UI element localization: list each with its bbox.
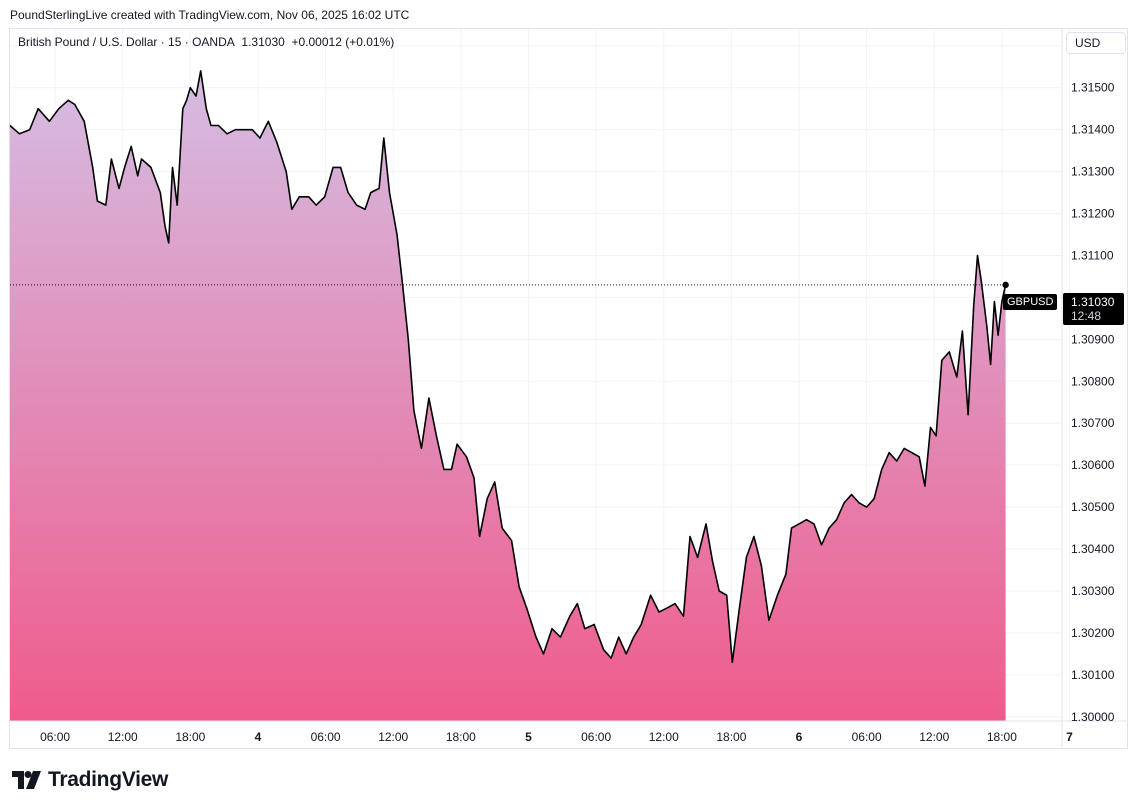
last-price-dot: [1002, 281, 1009, 289]
time-tick-label: 12:00: [649, 730, 679, 744]
time-tick-label: 5: [525, 730, 532, 744]
bar-countdown: 12:48: [1071, 309, 1102, 323]
time-tick-label: 4: [255, 730, 262, 744]
legend-last: 1.31030: [241, 35, 285, 49]
time-axis: 06:00 12:00 18:00 4 06:00 12:00 18:00 5 06:00 12:…: [40, 730, 1073, 744]
time-tick-label: 18:00: [175, 730, 205, 744]
time-tick-label: 12:00: [108, 730, 138, 744]
tradingview-logo[interactable]: TradingView: [12, 767, 168, 793]
price-tick-label: 1.31100: [1071, 248, 1114, 262]
currency-button[interactable]: USD: [1066, 32, 1126, 54]
chart-frame: [9, 28, 1128, 749]
price-tick-label: 1.31400: [1071, 123, 1115, 137]
time-tick-label: 7: [1066, 730, 1073, 744]
legend-title: British Pound / U.S. Dollar · 15 · OANDA: [18, 35, 235, 49]
time-tick-label: 6: [796, 730, 803, 744]
price-axis: 1.30000 1.30100 1.30200 1.30300 1.30400 1.305…: [1071, 39, 1115, 724]
price-tick-label: 1.30700: [1071, 416, 1115, 430]
time-tick-label: 12:00: [919, 730, 949, 744]
time-tick-label: 18:00: [716, 730, 746, 744]
time-tick-label: 06:00: [40, 730, 70, 744]
price-tick-label: 1.30600: [1071, 458, 1115, 472]
chart-credit: PoundSterlingLive created with TradingVi…: [10, 8, 410, 22]
time-tick-label: 18:00: [446, 730, 476, 744]
price-line: [9, 70, 1007, 664]
price-tick-label: 1.30400: [1071, 542, 1115, 556]
price-tick-label: 1.31500: [1071, 81, 1115, 95]
last-price-label: 1.31030 12:48: [1063, 293, 1124, 325]
last-price-value: 1.31030: [1071, 295, 1115, 309]
time-tick-label: 06:00: [852, 730, 882, 744]
tradingview-logo-icon: [12, 771, 41, 789]
price-tick-label: 1.30300: [1071, 584, 1115, 598]
price-tick-label: 1.30000: [1071, 710, 1115, 724]
legend-change: +0.00012 (+0.01%): [291, 35, 395, 49]
chart-legend: British Pound / U.S. Dollar · 15 · OANDA…: [18, 35, 394, 49]
time-tick-label: 18:00: [987, 730, 1017, 744]
symbol-label: GBPUSD: [1003, 294, 1058, 310]
price-tick-label: 1.30900: [1071, 332, 1115, 346]
price-area-fill: [10, 70, 1006, 721]
price-tick-label: 1.30100: [1071, 668, 1115, 682]
time-tick-label: 12:00: [378, 730, 408, 744]
price-tick-label: 1.30800: [1071, 374, 1115, 388]
price-tick-label: 1.30200: [1071, 626, 1115, 640]
tradingview-logo-text: TradingView: [48, 768, 169, 791]
price-tick-label: 1.30500: [1071, 500, 1115, 514]
price-tick-label: 1.31300: [1071, 165, 1115, 179]
price-tick-label: 1.31200: [1071, 207, 1115, 221]
time-tick-label: 06:00: [311, 730, 341, 744]
time-tick-label: 06:00: [581, 730, 611, 744]
